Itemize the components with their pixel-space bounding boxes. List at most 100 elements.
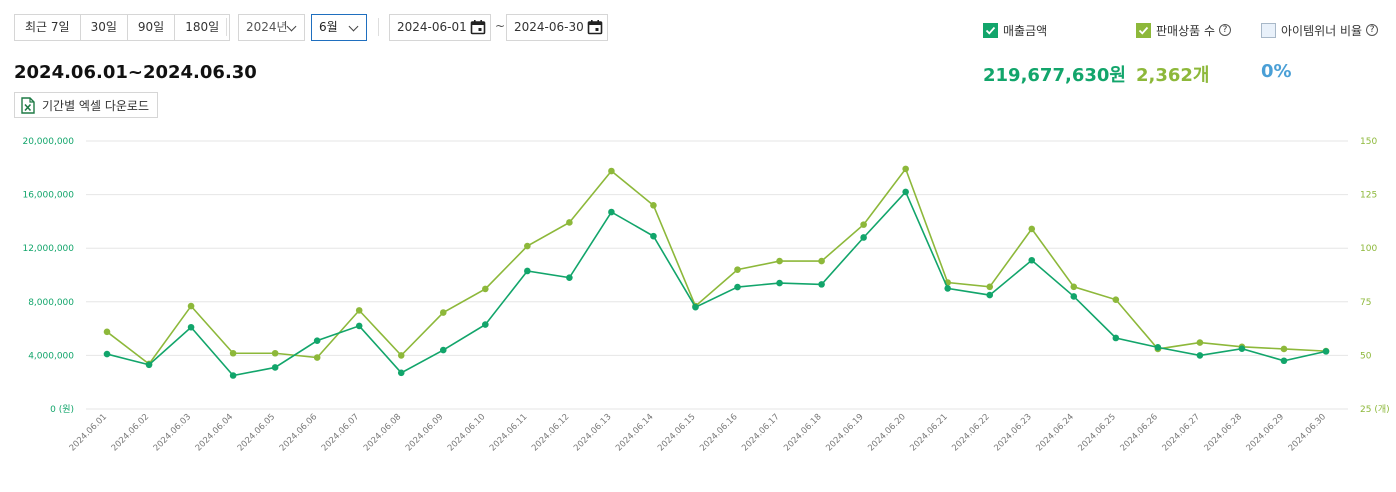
x-axis-tick-label: 2024.06.29	[1245, 412, 1286, 453]
sales-data-point	[1070, 293, 1078, 300]
x-axis-tick-label: 2024.06.02	[110, 412, 151, 453]
x-axis-tick-label: 2024.06.22	[950, 412, 991, 453]
items-data-point	[818, 257, 825, 265]
year-select-value: 2024년	[246, 20, 288, 34]
items-series-line	[106, 167, 1327, 366]
legend-items-label: 판매상품 수	[1156, 23, 1216, 38]
year-select[interactable]: 2024년	[238, 14, 305, 41]
y-axis-left-tick-label: 16,000,000	[22, 191, 74, 201]
sales-data-point	[692, 303, 699, 311]
period-180days-button[interactable]: 180일	[185, 20, 220, 34]
end-date-input[interactable]: 2024-06-30	[506, 14, 608, 41]
x-axis-tick-label: 2024.06.13	[572, 412, 613, 453]
period-90days-button[interactable]: 90일	[128, 15, 176, 40]
x-axis-tick-label: 2024.06.08	[362, 412, 403, 453]
sales-data-point	[986, 291, 994, 299]
x-axis-tick-label: 2024.06.07	[320, 412, 361, 453]
y-axis-left-tick-label: 12,000,000	[22, 244, 74, 254]
x-axis-tick-label: 2024.06.26	[1118, 412, 1159, 453]
checkbox-checked-icon	[1136, 22, 1151, 38]
legend-sales-label: 매출금액	[1003, 23, 1048, 38]
sales-data-point	[313, 337, 321, 344]
month-select-value: 6월	[319, 20, 338, 34]
items-data-point	[187, 302, 195, 310]
y-axis-left-tick-label: 20,000,000	[22, 137, 74, 147]
sales-data-point	[397, 369, 405, 377]
sales-series-line	[106, 190, 1327, 377]
start-date-value: 2024-06-01	[397, 20, 467, 34]
sales-data-point	[818, 281, 825, 288]
legend-winner-label: 아이템위너 비율	[1281, 23, 1363, 38]
date-range-separator: ~	[495, 19, 506, 33]
sales-data-point	[187, 323, 195, 331]
period-7days-button[interactable]: 최근 7일	[15, 15, 81, 40]
sales-data-point	[734, 283, 741, 291]
sales-data-point	[1196, 352, 1204, 359]
checkbox-unchecked-icon	[1261, 22, 1276, 38]
items-data-point	[1028, 225, 1036, 233]
total-winner-value: 0%	[1261, 61, 1292, 82]
items-data-point	[313, 354, 321, 361]
x-axis-tick-label: 2024.06.09	[404, 412, 445, 453]
calendar-icon[interactable]	[587, 19, 603, 35]
legend-sales-checkbox[interactable]: 매출금액	[983, 21, 1047, 39]
sales-data-point	[1154, 344, 1162, 351]
period-button-group: 최근 7일 30일 90일 180일	[14, 14, 231, 41]
end-date-value: 2024-06-30	[514, 20, 584, 34]
legend-winner-checkbox[interactable]: 아이템위너 비율 ?	[1261, 21, 1379, 39]
x-axis-tick-label: 2024.06.15	[656, 412, 697, 453]
total-sales-value: 219,677,630원	[983, 65, 1126, 86]
x-axis-tick-label: 2024.06.01	[68, 412, 109, 453]
y-axis-right-tick-label: 150	[1360, 137, 1377, 147]
items-data-point	[608, 167, 615, 175]
items-data-point	[650, 202, 657, 209]
toolbar-divider	[226, 18, 227, 36]
excel-download-button[interactable]: 기간별 엑셀 다운로드	[14, 92, 158, 118]
excel-file-icon	[21, 96, 35, 114]
x-axis-tick-label: 2024.06.20	[866, 412, 907, 453]
x-axis-tick-label: 2024.06.21	[908, 412, 949, 453]
items-data-point	[902, 165, 909, 173]
items-data-point	[271, 349, 279, 357]
x-axis-tick-label: 2024.06.18	[782, 412, 823, 453]
sales-data-point	[1238, 345, 1246, 352]
items-data-point	[1196, 339, 1204, 346]
items-data-point	[439, 309, 447, 316]
help-icon[interactable]: ?	[1219, 24, 1232, 36]
sales-data-point	[1028, 256, 1036, 264]
calendar-icon[interactable]	[470, 19, 486, 35]
items-data-point	[229, 349, 237, 357]
sales-data-point	[944, 285, 951, 292]
month-select[interactable]: 6월	[311, 14, 367, 41]
sales-data-point	[355, 322, 363, 330]
x-axis-tick-label: 2024.06.28	[1203, 412, 1244, 453]
sales-data-point	[608, 208, 615, 216]
legend-items-checkbox[interactable]: 판매상품 수 ?	[1136, 21, 1232, 39]
start-date-input[interactable]: 2024-06-01	[389, 14, 491, 41]
sales-data-point	[860, 234, 867, 241]
x-axis-tick-label: 2024.06.04	[194, 412, 235, 453]
items-data-point	[566, 219, 573, 226]
y-axis-right-tick-label: 25 (개)	[1360, 404, 1390, 415]
period-30days-button[interactable]: 30일	[81, 15, 128, 40]
y-axis-right-tick-label: 50	[1360, 351, 1372, 361]
x-axis-tick-label: 2024.06.03	[152, 412, 193, 453]
items-data-point	[776, 257, 783, 265]
items-data-point	[397, 352, 405, 359]
excel-download-label: 기간별 엑셀 다운로드	[42, 98, 149, 113]
items-data-point	[860, 221, 867, 228]
sales-data-point	[482, 321, 489, 328]
total-items-value: 2,362개	[1136, 65, 1210, 86]
y-axis-left-tick-label: 0 (원)	[50, 404, 74, 415]
items-data-point	[524, 242, 531, 250]
items-data-point	[734, 266, 741, 273]
checkbox-checked-icon	[983, 22, 998, 38]
y-axis-right-tick-label: 125	[1360, 191, 1377, 201]
help-icon[interactable]: ?	[1366, 24, 1379, 36]
y-axis-right-tick-label: 100	[1360, 244, 1377, 254]
x-axis-tick-label: 2024.06.17	[740, 412, 781, 453]
sales-data-point	[229, 372, 237, 379]
x-axis-tick-label: 2024.06.06	[278, 412, 319, 453]
sales-data-point	[1112, 334, 1120, 342]
items-data-point	[986, 283, 994, 291]
